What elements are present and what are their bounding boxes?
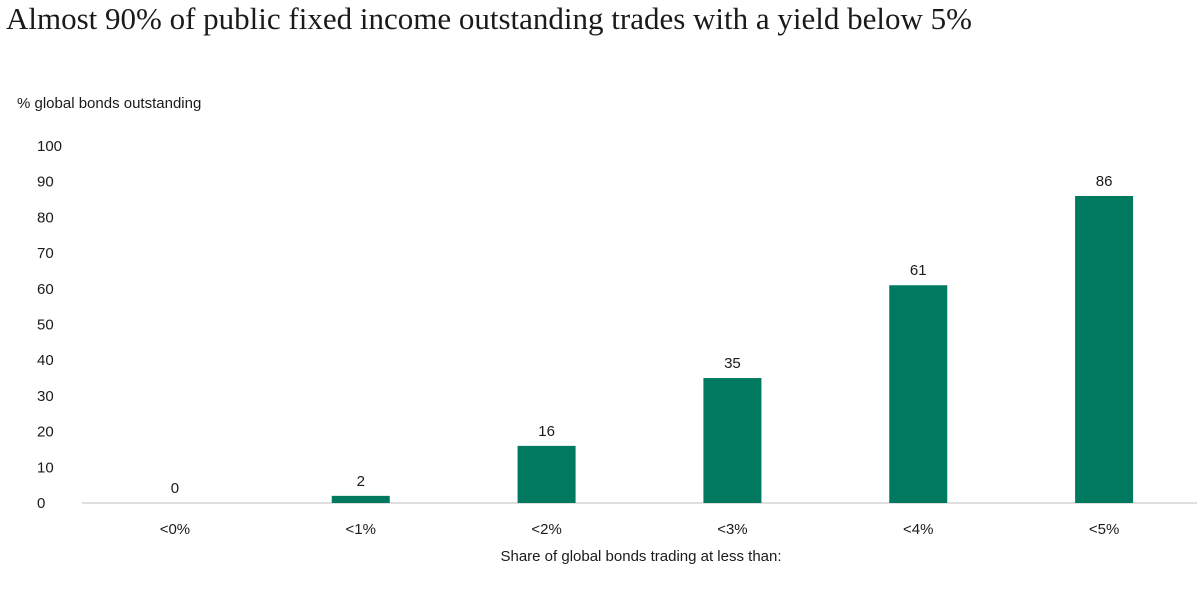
y-tick-label: 100 [37,138,62,155]
bar-value-labels: 0 2 16 35 61 86 [171,173,1113,497]
y-tick-label: 10 [37,459,54,476]
x-tick-label: <4% [903,521,933,538]
bar [703,378,762,503]
bar [331,495,390,503]
y-tick-label: 60 [37,281,54,298]
x-tick-label: <5% [1089,521,1119,538]
chart-title: Almost 90% of public fixed income outsta… [6,1,972,36]
x-tick-label: <3% [717,521,747,538]
bar-value-label: 61 [910,262,927,279]
bar-value-label: 0 [171,480,179,497]
bar-value-label: 2 [357,473,365,490]
bar [889,285,948,503]
y-tick-label: 40 [37,352,54,369]
bar-value-label: 86 [1096,173,1113,190]
y-axis-ticks: 0 10 20 30 40 50 60 70 80 90 100 [37,138,62,512]
x-tick-label: <1% [346,521,376,538]
bar [517,445,576,503]
y-tick-label: 70 [37,245,54,262]
y-tick-label: 0 [37,495,45,512]
y-tick-label: 50 [37,317,54,334]
x-axis-ticks: <0% <1% <2% <3% <4% <5% [160,521,1120,538]
y-tick-label: 30 [37,388,54,405]
bar [1075,195,1134,504]
y-tick-label: 90 [37,174,54,191]
x-tick-label: <0% [160,521,190,538]
x-axis-label: Share of global bonds trading at less th… [500,548,781,565]
y-tick-label: 80 [37,209,54,226]
y-tick-label: 20 [37,424,54,441]
y-axis-label: % global bonds outstanding [17,95,201,112]
x-tick-label: <2% [531,521,561,538]
bar-value-label: 16 [538,423,555,440]
bars [331,195,1134,504]
bar-value-label: 35 [724,355,741,372]
